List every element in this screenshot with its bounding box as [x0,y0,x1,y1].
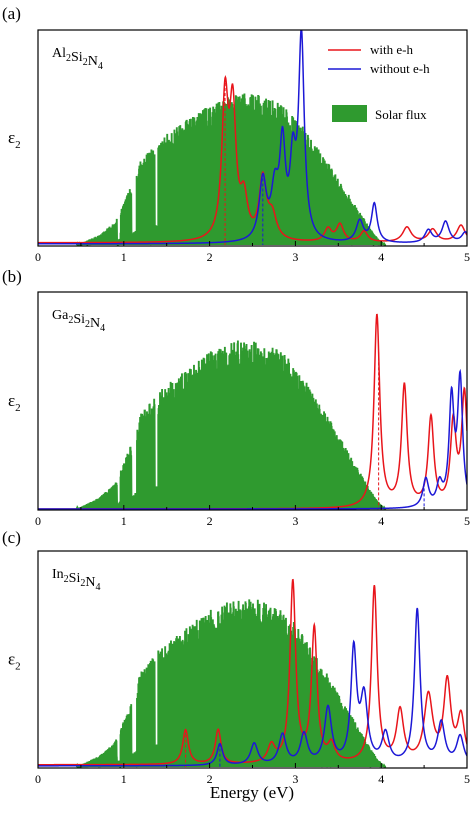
plot-area [38,30,467,246]
series-line-without-eh [38,30,467,245]
material-element: Al [52,46,66,61]
x-tick-label: 1 [121,514,127,528]
x-tick-label: 2 [207,250,213,264]
solar-flux-area [76,93,387,246]
material-label: Al2Si2N4 [52,46,103,72]
legend-label-solar: Solar flux [375,107,427,122]
x-tick-label: 0 [35,514,41,528]
material-element: Ga [52,308,69,323]
x-tick-label: 0 [35,250,41,264]
x-tick-label: 4 [378,772,384,786]
x-tick-label: 1 [121,250,127,264]
material-subscript: 2 [85,319,90,330]
y-axis-label: ε2 [8,650,21,673]
material-element: Si [71,50,83,65]
x-tick-label: 0 [35,772,41,786]
x-tick-label: 4 [378,514,384,528]
series-line-without-eh [38,607,467,767]
x-tick-label: 3 [292,250,298,264]
x-tick-label: 5 [464,250,470,264]
x-tick-label: 3 [292,514,298,528]
material-subscript: 4 [95,582,100,593]
material-element: In [52,567,64,582]
y-axis-label: ε2 [8,128,21,151]
y-axis-label-subscript: 2 [15,661,21,673]
x-tick-label: 1 [121,772,127,786]
x-tick-label: 4 [378,250,384,264]
material-element: N [85,575,95,590]
plot-area [38,313,467,510]
material-subscript: 2 [80,578,85,589]
legend-swatch-solar [332,105,367,122]
x-tick-label: 3 [292,772,298,786]
x-tick-label: 2 [207,514,213,528]
material-subscript: 2 [64,574,69,585]
panel-label: (c) [2,528,21,547]
plot-area [38,578,467,768]
x-tick-label: 5 [464,772,470,786]
solar-flux-area [76,599,387,768]
solar-flux-area [76,340,387,510]
material-label: Ga2Si2N4 [52,308,105,334]
material-subscript: 2 [83,57,88,68]
x-tick-label: 5 [464,514,470,528]
legend: with e-h without e-h Solar flux [328,42,430,122]
material-element: Si [69,571,81,586]
material-element: Si [73,312,85,327]
panel-label: (a) [2,4,21,23]
y-axis-label-subscript: 2 [15,139,21,151]
material-subscript: 2 [68,315,73,326]
panel-label: (b) [2,267,22,286]
x-axis-title: Energy (eV) [210,783,294,802]
material-label: In2Si2N4 [52,567,100,593]
material-element: N [90,316,100,331]
series-line-with-eh [38,578,467,766]
legend-label-without-eh: without e-h [370,61,430,76]
series-line-with-eh [38,75,467,244]
material-element: N [88,54,98,69]
x-tick-label: 2 [207,772,213,786]
material-subscript: 2 [66,53,71,64]
y-axis-label-subscript: 2 [15,402,21,414]
y-axis-label: ε2 [8,391,21,414]
legend-label-with-eh: with e-h [370,42,413,57]
material-subscript: 4 [98,61,103,72]
material-subscript: 4 [100,323,105,334]
